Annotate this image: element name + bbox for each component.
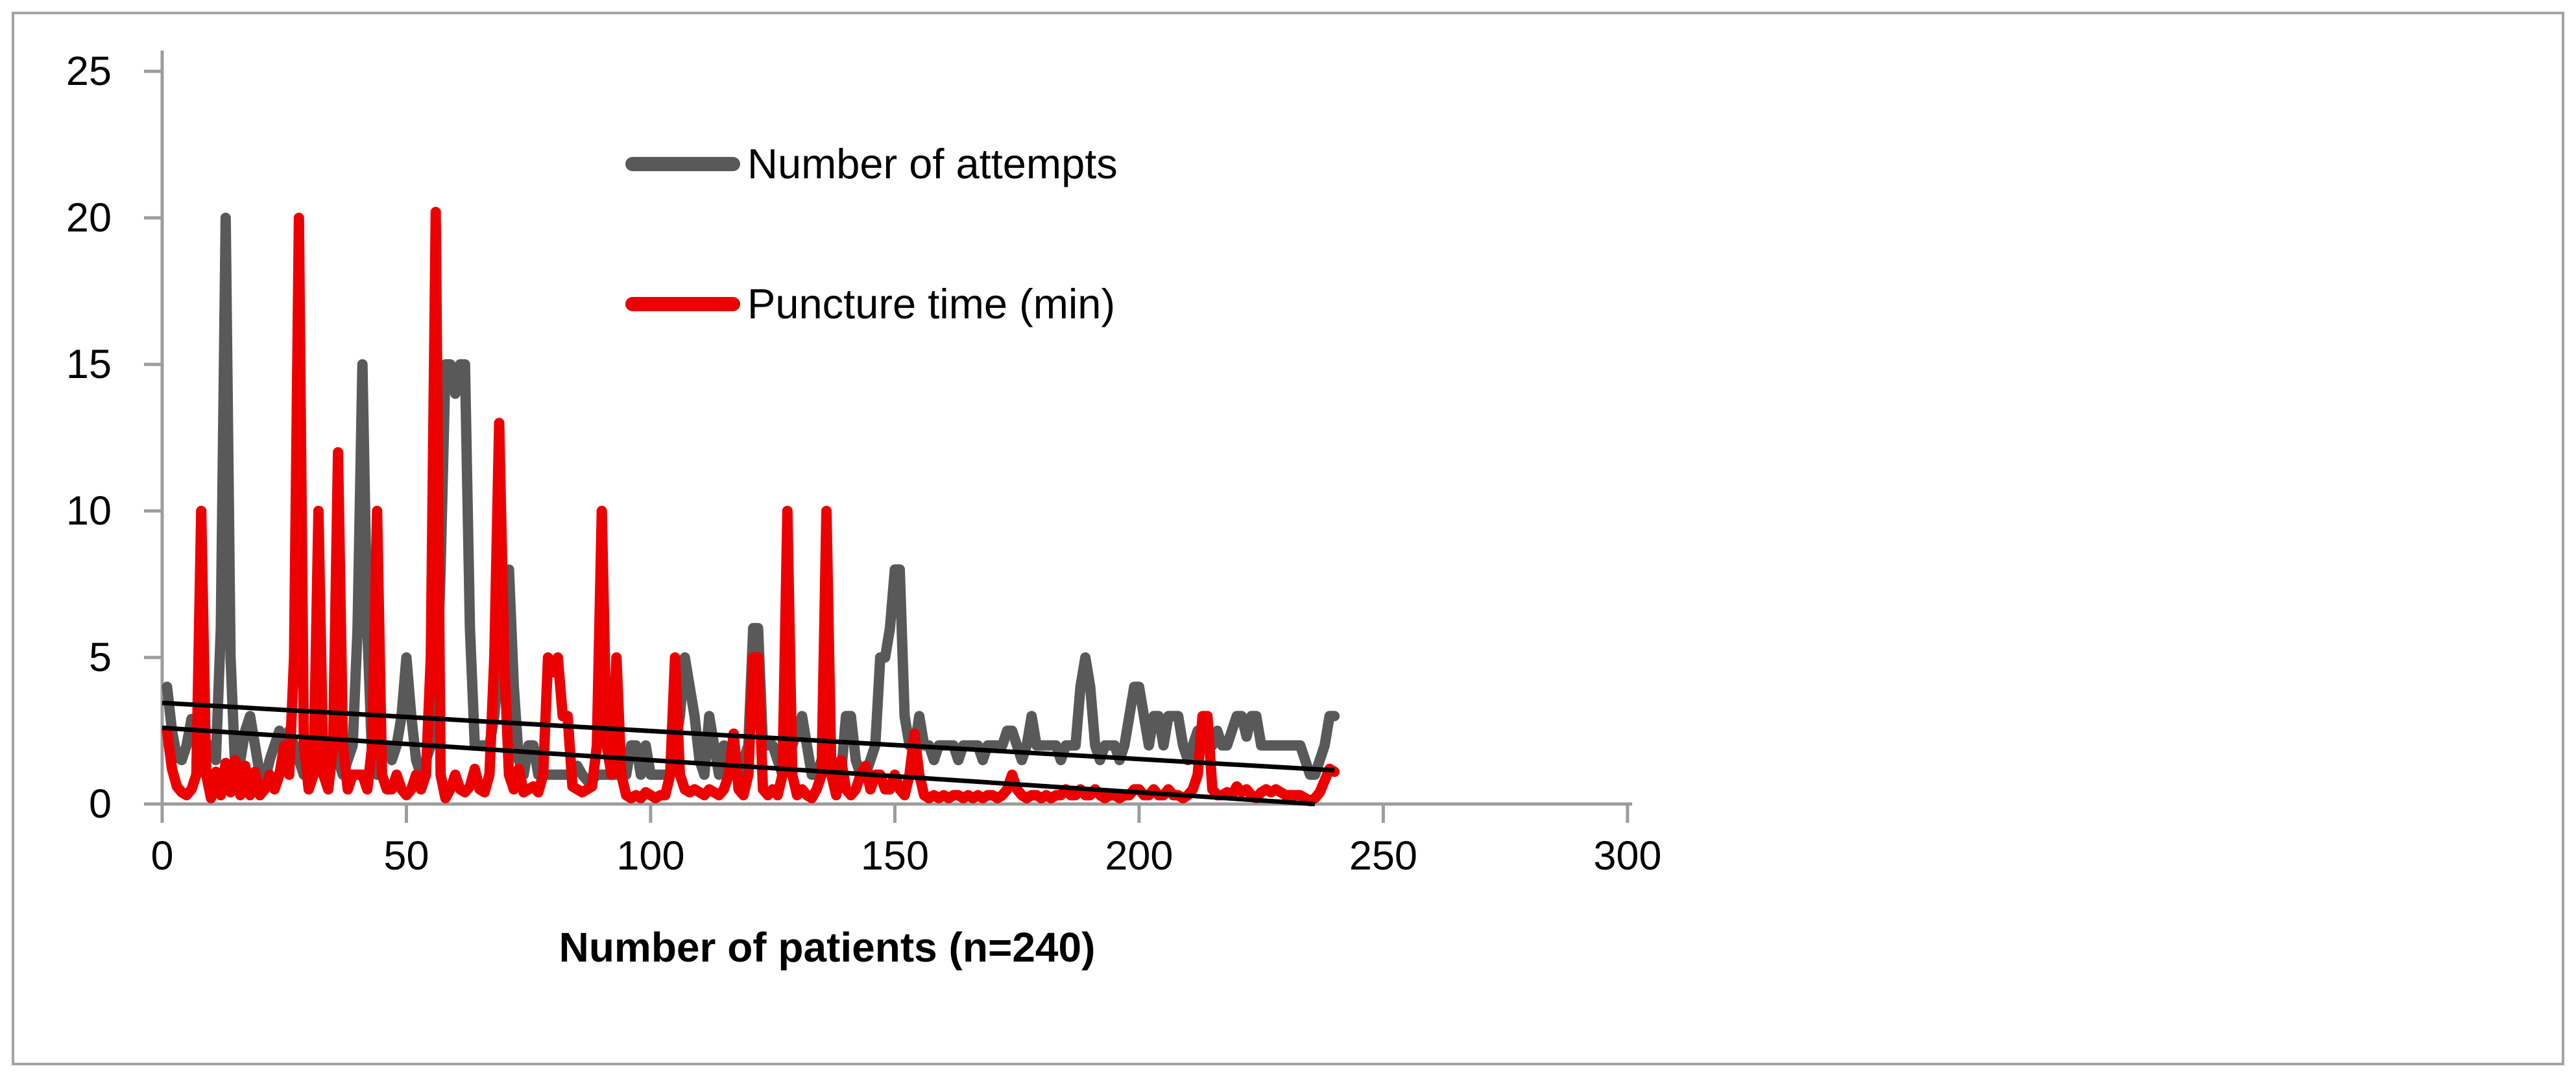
x-tick-label: 0: [150, 833, 174, 879]
y-tick-label: 20: [66, 195, 112, 241]
x-axis-title: Number of patients (n=240): [559, 924, 1096, 971]
puncture-time-trendline: [162, 725, 1316, 807]
attempts-trendline: [162, 700, 1335, 773]
legend-label-puncture-time: Puncture time (min): [747, 280, 1116, 327]
y-tick-label: 25: [66, 49, 112, 94]
y-tick-label: 15: [66, 342, 112, 387]
y-tick-label: 5: [88, 635, 112, 680]
x-tick-label: 300: [1593, 833, 1662, 879]
y-tick-label: 10: [66, 488, 112, 534]
x-tick-label: 100: [616, 833, 685, 879]
x-tick-label: 250: [1349, 833, 1417, 879]
x-tick-label: 200: [1105, 833, 1174, 879]
x-tick-label: 150: [860, 833, 929, 879]
x-tick-label: 50: [383, 833, 429, 879]
y-tick-label: 0: [88, 781, 112, 827]
legend-label-attempts: Number of attempts: [747, 140, 1118, 187]
